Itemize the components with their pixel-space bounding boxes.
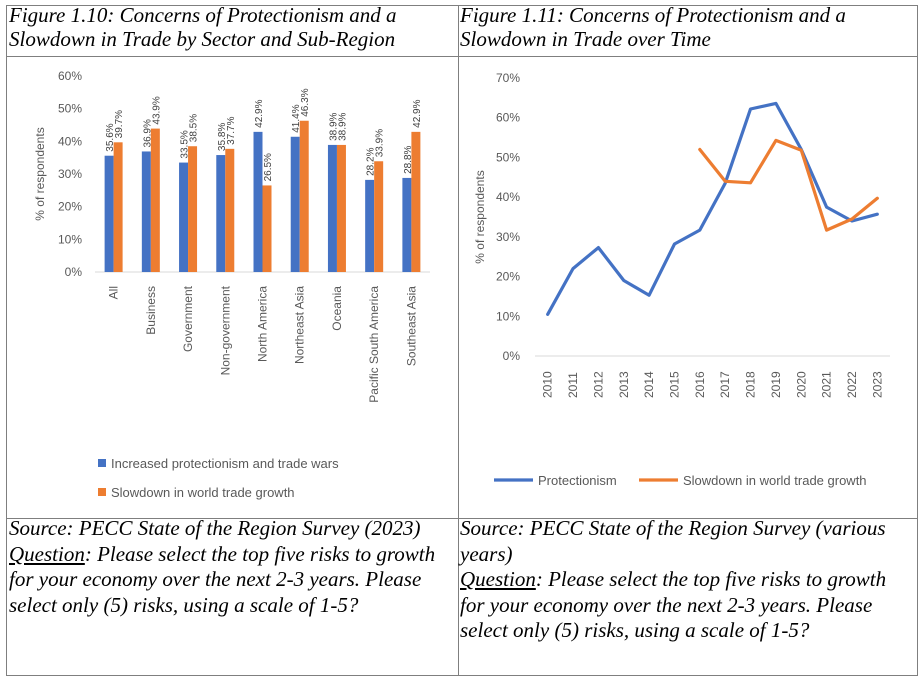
line-chart-y-tick: 0% [503,349,521,363]
bar-protectionism [253,131,263,272]
bar-data-label: 35.8% [217,123,228,151]
legend-swatch-protectionism [98,459,106,467]
right-question-label: Question [460,567,536,591]
bar-data-label: 38.9% [328,112,339,140]
bar-data-label: 38.5% [189,114,200,142]
bar-protectionism [402,177,412,272]
right-source-text: Source: PECC State of the Region Survey … [460,516,886,566]
line-chart-x-tick: 2016 [693,371,707,398]
line-chart-x-tick: 2011 [566,372,580,398]
bar-data-label: 42.9% [412,99,423,127]
series-line-protectionism [546,101,879,316]
bar-data-label: 33.9% [375,129,386,157]
legend-label: Protectionism [538,473,617,488]
line-chart-y-tick: 70% [496,71,520,85]
bar-slowdown [150,128,160,272]
bar-data-label: 28.2% [366,147,377,175]
bar-chart-category-label: Pacific South America [367,286,381,403]
bar-chart-category-label: Government [181,285,195,352]
bar-chart-y-tick: 20% [58,200,82,214]
right-source-note: Source: PECC State of the Region Survey … [460,516,905,644]
legend-label: Slowdown in world trade growth [683,473,867,488]
left-question-text: : Please select the top five risks to gr… [9,541,436,617]
legend-label: Slowdown in world trade growth [111,485,295,500]
line-chart-y-tick: 10% [496,309,520,323]
bar-slowdown [225,148,235,272]
bar-protectionism [179,162,189,272]
bar-protectionism [327,144,337,272]
line-chart-y-tick: 40% [496,190,520,204]
line-chart-x-tick: 2013 [617,371,631,398]
bar-protectionism [104,155,114,272]
line-chart-x-tick: 2023 [870,371,884,398]
series-line-slowdown [698,138,879,232]
bar-data-label: 39.7% [114,110,125,138]
legend-swatch-slowdown [98,488,106,496]
bar-protectionism [290,136,300,272]
bar-slowdown [374,161,384,272]
bar-data-label: 43.9% [151,96,162,124]
line-chart-x-tick: 2010 [541,371,555,398]
bar-slowdown [299,120,309,273]
column-divider [458,6,459,675]
bar-protectionism [365,179,375,272]
bar-chart-y-tick: 40% [58,134,82,148]
bar-data-label: 41.4% [291,104,302,132]
line-chart-x-tick: 2017 [718,371,732,398]
bar-chart-y-tick: 10% [58,232,82,246]
bar-data-label: 33.5% [180,130,191,158]
line-chart-y-tick: 50% [496,150,520,164]
line-chart-y-tick: 30% [496,230,520,244]
bar-slowdown [262,185,272,272]
caption-divider [7,56,917,57]
bar-chart-category-label: Business [144,286,158,335]
right-figure-caption: Figure 1.11: Concerns of Protectionism a… [460,3,846,51]
bar-data-label: 28.8% [403,145,414,173]
source-divider [7,518,917,519]
bar-chart-y-tick: 30% [58,167,82,181]
bar-data-label: 42.9% [254,99,265,127]
bar-chart-category-label: North America [256,286,270,362]
line-chart-y-tick: 60% [496,111,520,125]
line-chart-y-axis-title: % of respondents [473,170,487,263]
bar-slowdown [411,131,421,272]
line-chart-x-tick: 2021 [820,371,834,398]
left-question-label: Question [9,541,85,566]
bar-slowdown [188,146,198,272]
line-chart-x-tick: 2020 [794,371,808,398]
figure-table [6,5,918,676]
right-question-text: : Please select the top five risks to gr… [460,567,887,642]
bar-chart-y-tick: 50% [58,102,82,116]
bar-chart-category-label: Northeast Asia [293,286,307,364]
bar-chart-category-label: Southeast Asia [404,286,418,366]
bar-chart-category-label: Oceania [330,286,344,331]
bar-data-label: 46.3% [300,88,311,116]
line-chart-x-tick: 2019 [769,371,783,398]
bar-data-label: 26.5% [263,153,274,181]
line-chart-x-tick: 2014 [642,371,656,398]
bar-chart-y-tick: 60% [58,69,82,83]
bar-slowdown [336,144,346,272]
line-chart-x-tick: 2015 [667,371,681,398]
bar-data-label: 37.7% [226,116,237,144]
line-chart-x-tick: 2012 [591,371,605,398]
left-source-note: Source: PECC State of the Region Survey … [9,516,445,618]
bar-chart-y-axis-title: % of respondents [33,127,47,220]
bar-data-label: 35.6% [105,123,116,151]
bar-chart-y-tick: 0% [65,265,83,279]
legend-label: Increased protectionism and trade wars [111,456,339,471]
bar-protectionism [216,155,226,272]
bar-slowdown [113,142,123,272]
line-chart-y-tick: 20% [496,270,520,284]
bar-chart-category-label: Non-government [218,285,232,375]
line-chart-x-tick: 2022 [845,371,859,398]
line-chart-x-tick: 2018 [744,371,758,398]
bar-chart-category-label: All [107,286,121,299]
bar-data-label: 38.9% [337,112,348,140]
bar-data-label: 36.9% [142,119,153,147]
left-figure-caption: Figure 1.10: Concerns of Protectionism a… [9,3,397,51]
left-source-text: Source: PECC State of the Region Survey … [9,516,421,540]
bar-protectionism [141,151,151,272]
